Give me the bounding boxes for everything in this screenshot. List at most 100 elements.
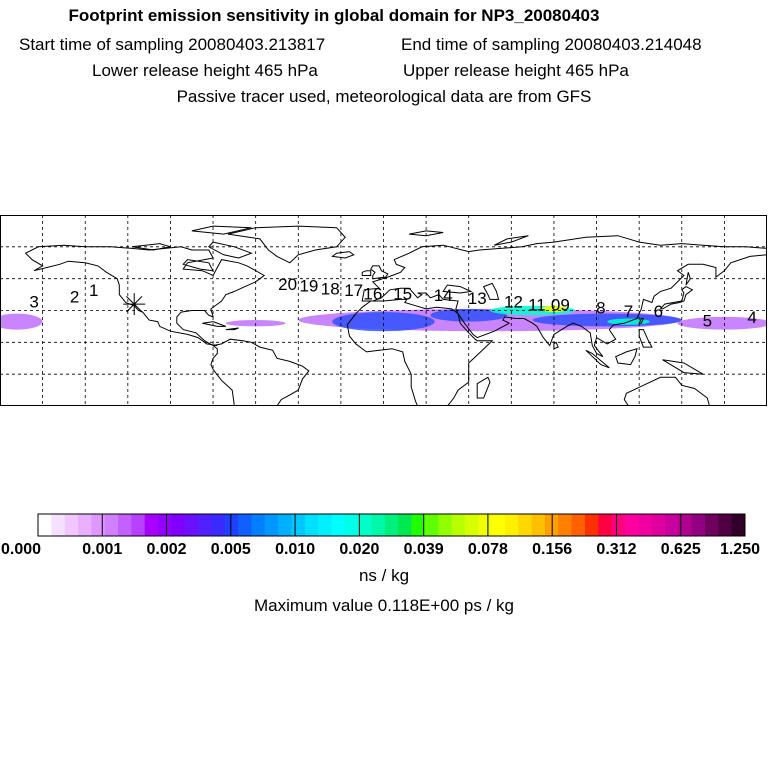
trajectory-label: 16 — [363, 284, 382, 303]
colorbar-cell — [158, 514, 172, 536]
colorbar-cell — [51, 514, 66, 536]
trajectory-label: 19 — [299, 276, 318, 295]
colorbar-tick-label: 0.002 — [147, 541, 187, 558]
coastline-iceland — [331, 251, 355, 259]
coastline-madagascar — [476, 376, 491, 399]
trajectory-label: 3 — [29, 292, 38, 311]
coastline-japan — [659, 286, 694, 310]
coastline-borneo — [615, 347, 638, 366]
coastline-ireland — [361, 270, 372, 276]
lower-release-label: Lower release height 465 hPa — [92, 61, 318, 80]
coastline-hudson-bay — [182, 259, 215, 272]
colorbar-tick-label: 0.000 — [1, 541, 41, 558]
unit-label: ns / kg — [358, 566, 410, 585]
trajectory-label: 15 — [393, 284, 412, 303]
colorbar-cell — [598, 514, 613, 536]
coastline-black-sea — [442, 284, 473, 294]
colorbar-tick-label: 0.312 — [596, 541, 636, 558]
colorbar-cell — [198, 514, 212, 536]
colorbar-cell — [184, 514, 199, 536]
colorbar-cell — [558, 514, 572, 536]
colorbar-cell — [411, 514, 426, 536]
coastline-sumatra — [585, 349, 610, 369]
colorbar-cell — [211, 514, 226, 536]
colorbar-cell — [651, 514, 666, 536]
plume-area — [430, 308, 508, 322]
colorbar-cell — [464, 514, 479, 536]
colorbar-cell — [171, 514, 186, 536]
colorbar-cell — [438, 514, 452, 536]
colorbar-cell — [691, 514, 706, 536]
trajectory-label: 11 — [528, 296, 546, 315]
tracer-note: Passive tracer used, meteorological data… — [176, 87, 592, 106]
colorbar-cell — [38, 514, 52, 536]
coastline-hispaniola — [225, 327, 239, 331]
emission-plumes — [0, 305, 767, 332]
colorbar-cell — [664, 514, 679, 536]
colorbar-cell — [91, 514, 106, 536]
coastline-greenland — [227, 225, 346, 264]
trajectory-label: 1 — [89, 281, 98, 300]
colorbar-cell — [278, 514, 292, 536]
trajectory-label: 2 — [70, 288, 79, 307]
colorbar-tick-label: 0.039 — [404, 541, 444, 558]
coastline-philippines — [638, 329, 653, 348]
coastline-britain — [370, 265, 389, 280]
coastline-south-america — [210, 338, 310, 406]
trajectory-label: 18 — [321, 280, 340, 299]
release-site-asterisk-icon — [123, 293, 146, 316]
colorbar-cell — [118, 514, 132, 536]
plume-area — [0, 313, 43, 330]
trajectory-label: 4 — [747, 308, 756, 327]
colorbar-cell — [291, 514, 306, 536]
trajectory-label: 09 — [551, 296, 570, 315]
colorbar-cell — [304, 514, 319, 536]
colorbar-cell — [384, 514, 399, 536]
trajectory-label: 12 — [504, 292, 523, 311]
footprint-map: 12 3 20 19 18 17 16 15 14 13 12 11 09 8 7 6 5 4 — [0, 215, 767, 406]
colorbar-cell — [611, 514, 626, 536]
colorbar-cell — [638, 514, 653, 536]
colorbar-tick-label: 0.020 — [339, 541, 379, 558]
colorbar-cell — [238, 514, 252, 536]
plume-area — [677, 316, 767, 330]
colorbar-cell — [624, 514, 639, 536]
colorbar-tick-label: 0.001 — [82, 541, 122, 558]
colorbar-cell — [331, 514, 346, 536]
colorbar-tick-label: 0.005 — [211, 541, 251, 558]
colorbar-cell — [358, 514, 372, 536]
colorbar-cell — [451, 514, 466, 536]
colorbar-cell — [584, 514, 599, 536]
colorbar-cell — [318, 514, 332, 536]
colorbar-cell — [491, 514, 506, 536]
trajectory-label: 13 — [468, 289, 487, 308]
colorbar-cell — [704, 514, 719, 536]
colorbar-cell — [104, 514, 119, 536]
colorbar-cell — [344, 514, 359, 536]
colorbar-tick-label: 0.625 — [661, 541, 701, 558]
colorbar-tick-label: 0.078 — [468, 541, 508, 558]
colorbar-cell — [64, 514, 79, 536]
coastline-baffin — [207, 241, 253, 259]
colorbar-cell — [424, 514, 439, 536]
colorbar-cell — [718, 514, 733, 536]
coastline-ellesmere — [191, 225, 252, 235]
colorbar-cell — [504, 514, 519, 536]
upper-release-label: Upper release height 465 hPa — [403, 61, 629, 80]
coastline-new-guinea — [662, 359, 704, 375]
colorbar-cell — [224, 514, 239, 536]
colorbar-tick-label: 0.156 — [532, 541, 572, 558]
coastline-north-america — [24, 244, 266, 346]
coastlines — [24, 225, 767, 406]
colorbar-cell — [518, 514, 532, 536]
colorbar-cell — [531, 514, 546, 536]
colorbar: 0.000 0.001 0.002 0.005 0.010 0.020 0.039 0.078… — [1, 513, 760, 558]
colorbar-cell — [251, 514, 266, 536]
trajectory-label: 20 — [278, 275, 297, 294]
colorbar-cell — [731, 514, 746, 536]
colorbar-cell — [78, 514, 92, 536]
trajectory-label: 5 — [703, 311, 712, 330]
trajectory-labels: 12 3 20 19 18 17 16 15 14 13 12 11 09 8 7 6 5 4 — [29, 275, 756, 331]
trajectory-label: 7 — [624, 302, 633, 321]
coastline-novaya-zemlya — [494, 235, 529, 246]
